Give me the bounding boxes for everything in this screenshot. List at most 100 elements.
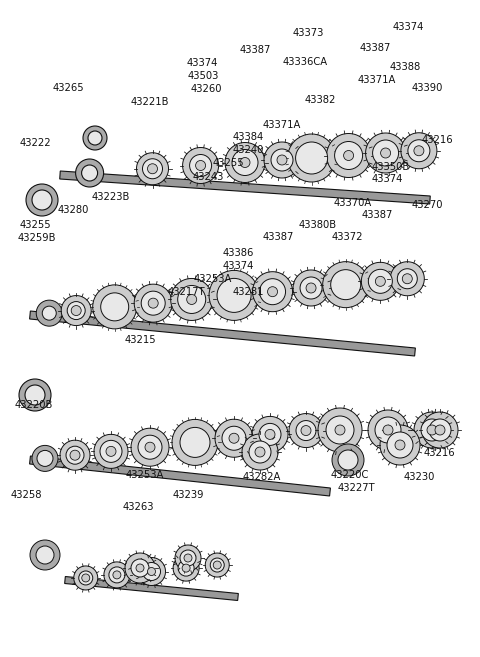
Circle shape [217, 279, 251, 312]
Text: 43265: 43265 [52, 83, 84, 93]
Circle shape [427, 425, 437, 435]
Polygon shape [380, 425, 420, 465]
Text: 43227T: 43227T [337, 483, 375, 493]
Text: 43253A: 43253A [126, 470, 164, 480]
Polygon shape [264, 142, 300, 178]
Text: 43371A: 43371A [358, 75, 396, 85]
Text: 43217T: 43217T [167, 287, 205, 297]
Text: 43388: 43388 [390, 62, 421, 72]
Circle shape [19, 379, 51, 411]
Text: 43387: 43387 [360, 43, 391, 53]
Circle shape [338, 450, 358, 470]
Polygon shape [368, 410, 408, 450]
Circle shape [131, 559, 149, 577]
Circle shape [344, 150, 354, 160]
Circle shape [259, 423, 281, 445]
Circle shape [147, 568, 156, 576]
Text: 43221B: 43221B [131, 97, 169, 107]
Text: 43230: 43230 [404, 472, 435, 482]
Text: 43386: 43386 [222, 248, 254, 258]
Circle shape [229, 433, 239, 443]
Circle shape [172, 419, 218, 465]
Circle shape [265, 430, 275, 440]
Text: 43258: 43258 [11, 490, 42, 500]
Polygon shape [414, 412, 450, 448]
Circle shape [136, 564, 144, 572]
Circle shape [184, 554, 192, 562]
Circle shape [387, 432, 413, 458]
Text: 43259B: 43259B [18, 233, 57, 243]
Polygon shape [74, 566, 98, 590]
Text: 43370A: 43370A [334, 198, 372, 208]
Text: 43336CA: 43336CA [283, 57, 328, 67]
Circle shape [180, 428, 210, 457]
Polygon shape [289, 413, 323, 447]
FancyBboxPatch shape [65, 576, 239, 600]
Circle shape [196, 160, 205, 171]
Circle shape [109, 567, 125, 583]
Circle shape [82, 165, 97, 181]
Circle shape [381, 148, 391, 158]
Text: 43390: 43390 [412, 83, 444, 93]
Text: 43373: 43373 [292, 28, 324, 38]
Text: 43387: 43387 [362, 210, 394, 220]
Polygon shape [175, 545, 201, 571]
Polygon shape [252, 417, 288, 453]
Circle shape [25, 385, 45, 405]
Circle shape [397, 269, 417, 288]
Text: 43215: 43215 [124, 335, 156, 345]
Polygon shape [182, 148, 218, 183]
Circle shape [209, 271, 259, 321]
Circle shape [187, 294, 197, 304]
Circle shape [36, 546, 54, 564]
Text: 43222: 43222 [20, 138, 52, 148]
Circle shape [383, 425, 393, 435]
Circle shape [37, 451, 53, 466]
Text: 43240: 43240 [232, 145, 264, 155]
Text: 43350B: 43350B [372, 162, 410, 172]
Text: 43263: 43263 [122, 502, 154, 512]
Circle shape [26, 184, 58, 216]
Circle shape [113, 571, 121, 579]
Circle shape [267, 286, 277, 297]
Text: 43253A: 43253A [194, 274, 232, 284]
Circle shape [232, 150, 258, 175]
Circle shape [288, 134, 336, 182]
Circle shape [178, 560, 194, 576]
Text: 43243: 43243 [192, 172, 224, 182]
Circle shape [435, 425, 445, 435]
Circle shape [414, 146, 424, 156]
Text: 43380B: 43380B [299, 220, 337, 230]
Polygon shape [61, 296, 91, 326]
Circle shape [408, 140, 430, 162]
Polygon shape [252, 272, 292, 311]
Circle shape [301, 426, 311, 436]
Polygon shape [401, 133, 437, 169]
Circle shape [106, 446, 116, 457]
Circle shape [70, 450, 80, 460]
Polygon shape [137, 558, 166, 585]
Polygon shape [94, 434, 128, 468]
Circle shape [429, 419, 451, 441]
Polygon shape [293, 270, 329, 306]
Circle shape [335, 141, 362, 170]
Circle shape [79, 571, 93, 585]
Polygon shape [326, 133, 371, 177]
Circle shape [143, 159, 163, 179]
Text: 43374: 43374 [372, 174, 403, 184]
Circle shape [323, 261, 369, 307]
Polygon shape [131, 428, 169, 466]
Text: 43384: 43384 [232, 132, 264, 142]
Polygon shape [136, 152, 168, 185]
Circle shape [178, 285, 206, 313]
Circle shape [180, 550, 196, 566]
Polygon shape [60, 440, 90, 470]
Circle shape [368, 269, 392, 293]
Text: 43223B: 43223B [92, 192, 130, 202]
Circle shape [32, 445, 58, 472]
Polygon shape [422, 412, 458, 448]
Text: 43387: 43387 [262, 232, 294, 242]
Text: 43220C: 43220C [331, 470, 369, 480]
Circle shape [36, 300, 62, 326]
Circle shape [326, 416, 354, 444]
